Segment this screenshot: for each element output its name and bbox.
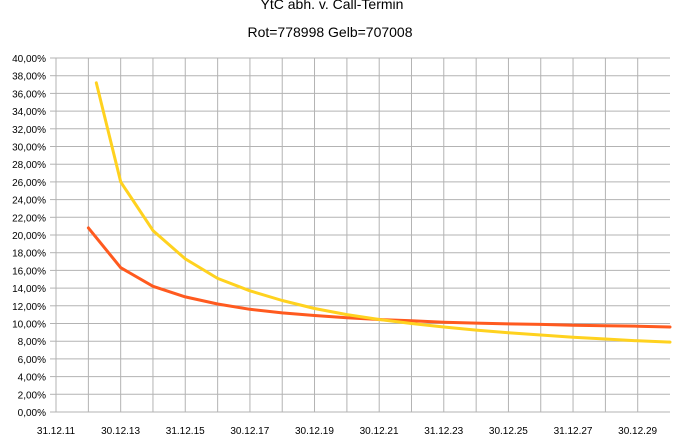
y-tick-label: 4,00%	[18, 373, 46, 384]
series-lines	[86, 81, 672, 344]
y-tick-label: 32,00%	[12, 125, 46, 136]
y-tick-label: 24,00%	[12, 196, 46, 207]
y-tick-label: 0,00%	[18, 408, 46, 419]
x-tick-label: 30.12.29	[618, 426, 657, 437]
y-tick-label: 30,00%	[12, 143, 46, 154]
x-tick-label: 30.12.17	[230, 426, 269, 437]
y-tick-label: 10,00%	[12, 320, 46, 331]
y-tick-label: 22,00%	[12, 213, 46, 224]
y-tick-label: 16,00%	[12, 266, 46, 277]
gridlines	[55, 57, 670, 413]
y-tick-label: 28,00%	[12, 160, 46, 171]
y-tick-label: 2,00%	[18, 390, 46, 401]
x-tick-label: 30.12.21	[360, 426, 399, 437]
x-tick-label: 30.12.25	[489, 426, 528, 437]
x-tick-label: 30.12.19	[295, 426, 334, 437]
x-tick-label: 31.12.15	[166, 426, 205, 437]
x-tick-label: 31.12.11	[37, 426, 76, 437]
x-tick-label: 30.12.13	[101, 426, 140, 437]
y-tick-label: 14,00%	[12, 284, 46, 295]
x-tick-label: 31.12.27	[554, 426, 593, 437]
x-tick-label: 31.12.23	[424, 426, 463, 437]
y-tick-label: 38,00%	[12, 72, 46, 83]
y-tick-label: 36,00%	[12, 89, 46, 100]
x-axis-ticks: 31.12.11 30.12.13 31.12.15 30.12.17 30.12.19…	[37, 426, 658, 437]
y-tick-label: 18,00%	[12, 249, 46, 260]
y-tick-label: 8,00%	[18, 337, 46, 348]
chart-subtitle: Rot=778998 Gelb=707008	[247, 24, 412, 40]
y-tick-label: 26,00%	[12, 178, 46, 189]
y-tick-label: 34,00%	[12, 107, 46, 118]
y-axis-ticks: 0,00% 2,00% 4,00% 6,00% 8,00% 10,00% 12,00% 14,…	[12, 54, 56, 419]
chart-title: YtC abh. v. Call-Termin	[261, 0, 404, 12]
series-line-2	[94, 81, 672, 344]
y-tick-label: 40,00%	[12, 54, 46, 65]
y-tick-label: 12,00%	[12, 302, 46, 313]
y-tick-label: 6,00%	[18, 355, 46, 366]
y-tick-label: 20,00%	[12, 231, 46, 242]
